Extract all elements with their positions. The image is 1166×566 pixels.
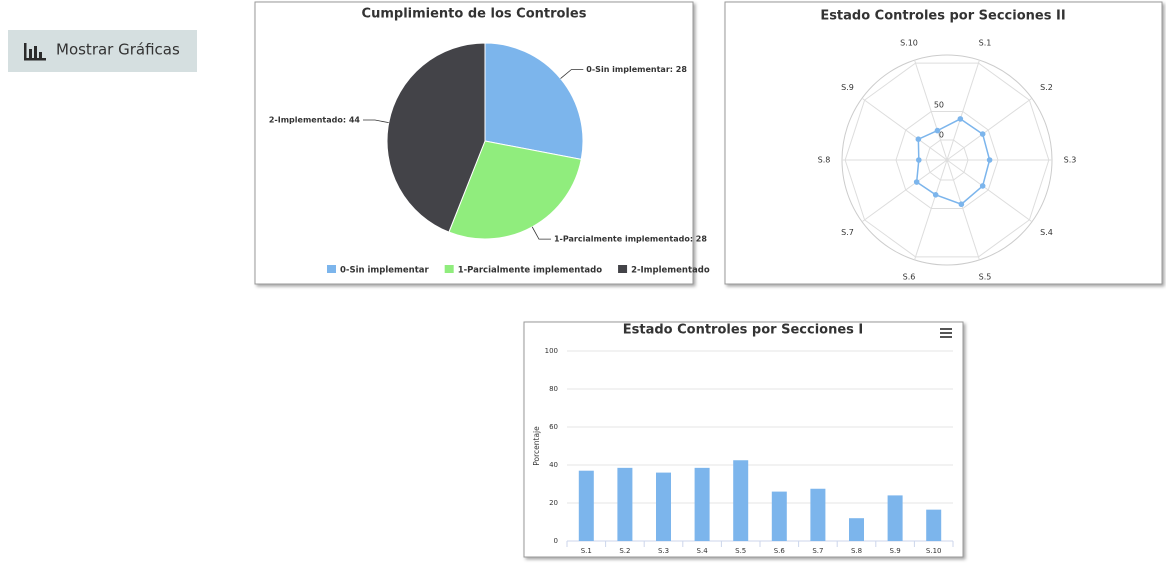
category-label: S.3 bbox=[1064, 156, 1077, 165]
spoke bbox=[861, 97, 948, 161]
button-bg[interactable] bbox=[8, 30, 197, 72]
category-label: S.1 bbox=[979, 39, 992, 48]
bar bbox=[810, 488, 826, 541]
button-label[interactable]: Mostrar Gráficas bbox=[56, 41, 180, 59]
spoke bbox=[914, 159, 948, 261]
x-tick-label: S.8 bbox=[851, 547, 862, 555]
r-tick-label: 50 bbox=[934, 101, 944, 110]
spoke bbox=[946, 159, 980, 261]
legend-label: 2-Implementado bbox=[631, 266, 710, 276]
point bbox=[957, 116, 964, 122]
bar bbox=[926, 509, 942, 541]
y-tick-label: 20 bbox=[549, 499, 558, 507]
legend-swatch bbox=[327, 265, 336, 273]
show-charts-button[interactable]: Mostrar Gráficas bbox=[8, 30, 197, 72]
bar bbox=[578, 470, 594, 541]
label-connector bbox=[531, 226, 551, 240]
y-tick-label: 0 bbox=[554, 537, 558, 545]
x-tick-label: S.6 bbox=[774, 547, 786, 555]
point bbox=[916, 157, 922, 163]
y-tick-label: 40 bbox=[549, 461, 558, 469]
category-label: S.2 bbox=[1040, 83, 1053, 92]
x-tick-label: S.1 bbox=[581, 547, 592, 555]
data-label: 2-Implementado: 44 bbox=[269, 116, 361, 125]
category-label: S.8 bbox=[818, 156, 831, 165]
y-tick-label: 60 bbox=[549, 423, 558, 431]
point bbox=[979, 131, 986, 137]
grid-ring bbox=[925, 139, 969, 181]
y-tick-label: 100 bbox=[545, 347, 558, 355]
spoke bbox=[946, 159, 1033, 223]
category-label: S.10 bbox=[900, 39, 918, 48]
label-connector bbox=[362, 119, 389, 124]
point bbox=[979, 183, 986, 189]
x-tick-label: S.4 bbox=[697, 547, 709, 555]
pie-slice bbox=[448, 140, 582, 240]
y-tick-label: 80 bbox=[549, 385, 558, 393]
chart-icon bbox=[24, 43, 46, 61]
bar bbox=[733, 460, 749, 541]
radar-card bbox=[724, 1, 1163, 285]
spoke bbox=[861, 159, 948, 223]
x-tick-label: S.10 bbox=[926, 547, 942, 555]
spoke bbox=[946, 59, 980, 161]
grid-ring bbox=[895, 110, 999, 210]
legend-swatch bbox=[618, 265, 628, 273]
bar bbox=[694, 467, 710, 541]
r-tick-label: 0 bbox=[939, 131, 944, 140]
category-label: S.5 bbox=[979, 272, 992, 281]
bar bbox=[656, 472, 671, 541]
legend-label: 0-Sin implementar bbox=[340, 266, 429, 276]
chart-title: Estado Controles por Secciones II bbox=[820, 9, 1065, 24]
data-label: 0-Sin implementar: 28 bbox=[586, 65, 687, 74]
data-label: 1-Parcialmente implementado: 28 bbox=[554, 235, 707, 244]
category-label: S.7 bbox=[841, 228, 854, 237]
bar bbox=[849, 518, 864, 541]
point bbox=[913, 179, 920, 185]
x-tick-label: S.5 bbox=[735, 547, 746, 555]
pie-slice bbox=[386, 42, 486, 233]
chart-title: Cumplimiento de los Controles bbox=[362, 7, 587, 22]
category-label: S.4 bbox=[1040, 228, 1053, 237]
point bbox=[958, 201, 965, 208]
point bbox=[915, 136, 922, 142]
point bbox=[934, 127, 941, 134]
label-connector bbox=[560, 69, 584, 79]
legend-label: 1-Parcialmente implementado bbox=[458, 266, 603, 276]
x-tick-label: S.9 bbox=[890, 547, 901, 555]
x-tick-label: S.7 bbox=[812, 547, 823, 555]
x-tick-label: S.3 bbox=[658, 547, 669, 555]
chart-title: Estado Controles por Secciones I bbox=[623, 323, 864, 338]
y-axis-label: Porcentaje bbox=[532, 426, 541, 466]
bar bbox=[771, 491, 787, 541]
category-label: S.6 bbox=[903, 272, 916, 281]
x-tick-label: S.2 bbox=[619, 547, 630, 555]
bar bbox=[887, 495, 903, 541]
spoke bbox=[946, 97, 1033, 161]
bar bbox=[617, 467, 633, 541]
legend-swatch bbox=[444, 265, 454, 273]
point bbox=[986, 157, 993, 163]
point bbox=[932, 192, 939, 198]
menu-icon[interactable] bbox=[940, 328, 952, 338]
spoke bbox=[914, 59, 948, 161]
category-label: S.9 bbox=[841, 83, 854, 92]
pie-slice bbox=[484, 42, 584, 160]
